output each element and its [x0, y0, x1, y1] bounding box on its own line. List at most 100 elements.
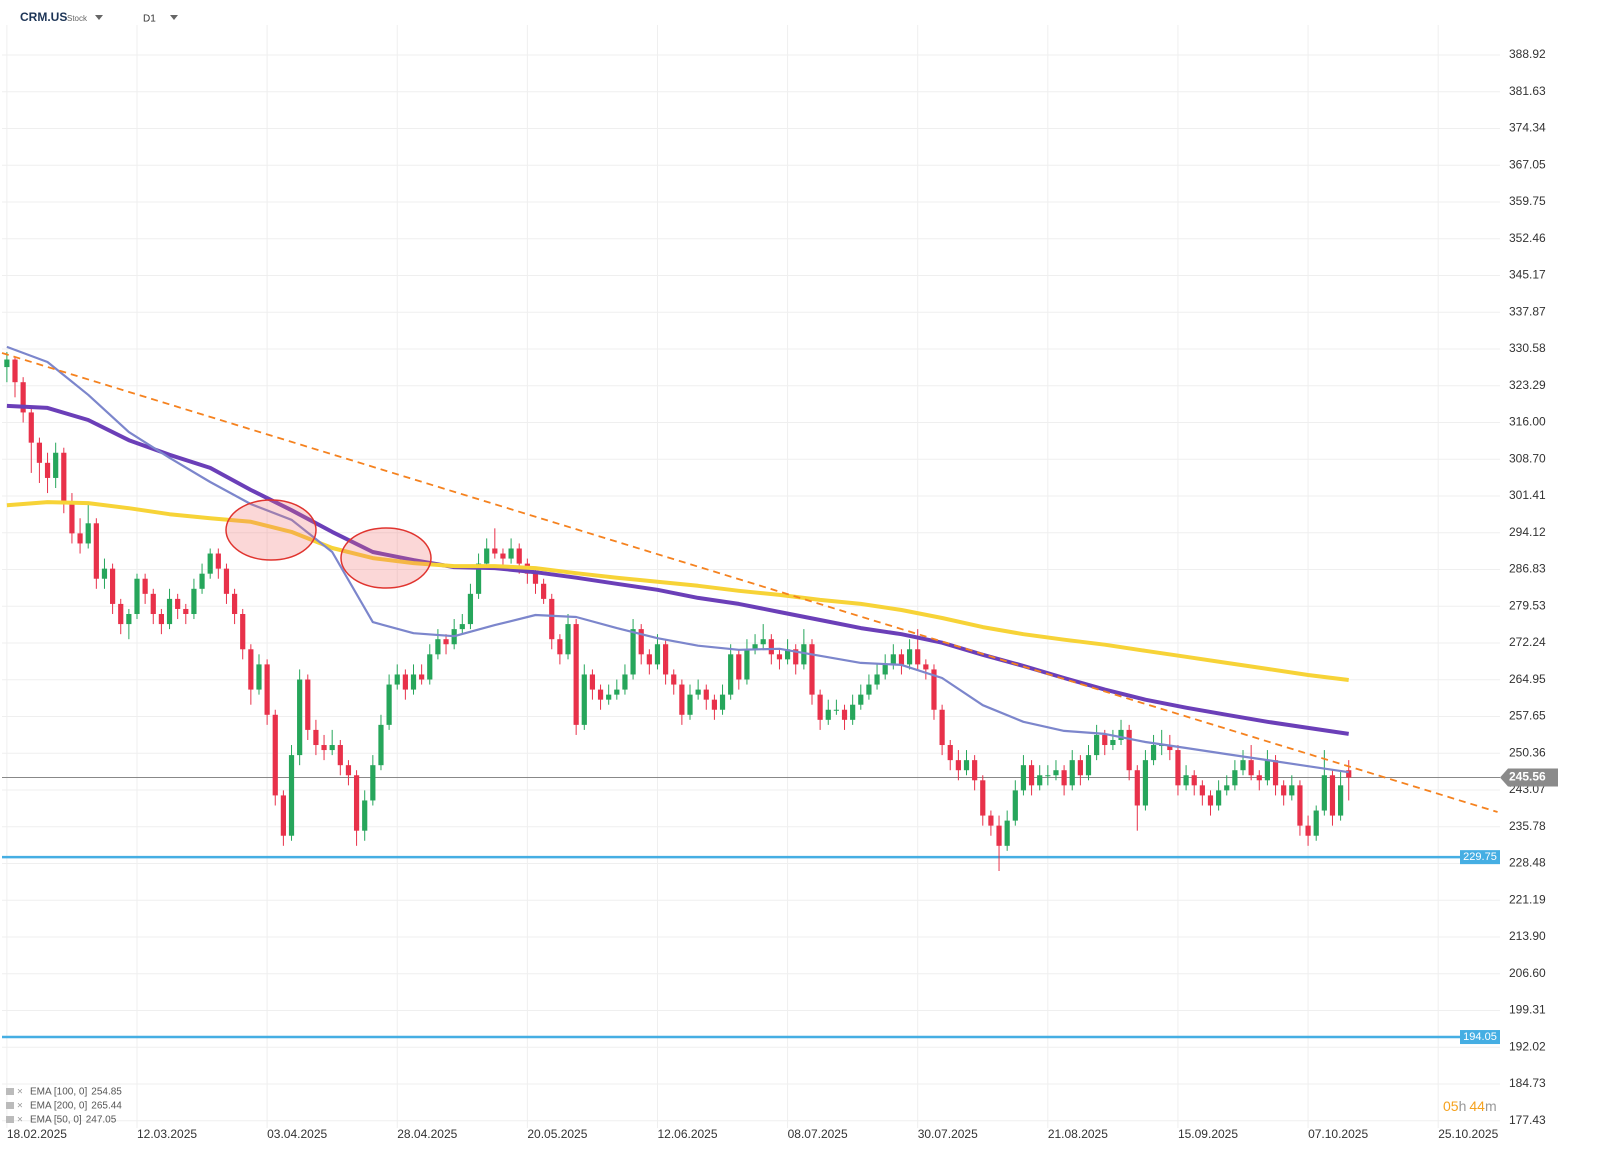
- candle-body: [784, 649, 791, 660]
- candle-body: [1289, 785, 1295, 796]
- x-tick-label: 07.10.2025: [1308, 1127, 1368, 1141]
- timeframe[interactable]: D1: [143, 14, 156, 25]
- candle-body: [841, 709, 848, 720]
- candle-body: [1264, 760, 1271, 781]
- candle-body: [744, 649, 750, 680]
- legend-close: ×: [17, 1101, 23, 1112]
- candle-body: [923, 664, 929, 670]
- candle-body: [1321, 775, 1327, 811]
- candle-body: [1118, 729, 1124, 740]
- timeframe-dropdown[interactable]: [170, 15, 178, 20]
- legend-name: EMA [50, 0]: [30, 1115, 82, 1126]
- x-tick-label: 03.04.2025: [267, 1127, 327, 1141]
- candle-body: [1167, 745, 1173, 751]
- candle-body: [1232, 770, 1238, 786]
- legend-close: ×: [17, 1087, 23, 1098]
- candle-body: [622, 674, 628, 690]
- candle-body: [890, 654, 896, 665]
- x-tick-label: 20.05.2025: [527, 1127, 587, 1141]
- candle-body: [850, 704, 856, 720]
- x-tick-label: 15.09.2025: [1178, 1127, 1238, 1141]
- candle-body: [646, 654, 652, 665]
- candle-body: [1281, 785, 1287, 796]
- highlight-circle: [340, 527, 432, 589]
- candle-body: [386, 684, 392, 725]
- candle-body: [53, 452, 59, 478]
- candle-body: [695, 689, 701, 695]
- candle-body: [1329, 775, 1336, 816]
- candle-body: [1061, 770, 1067, 786]
- symbol-dropdown[interactable]: [95, 15, 103, 20]
- candle-body: [996, 825, 1002, 846]
- candle-body: [191, 588, 197, 615]
- y-tick-label: 367.05: [1509, 157, 1546, 171]
- y-tick-label: 221.19: [1509, 892, 1546, 906]
- candle-body: [1183, 775, 1189, 786]
- y-tick-label: 352.46: [1509, 231, 1546, 245]
- candle-body: [410, 674, 417, 690]
- candle-body: [663, 644, 669, 675]
- countdown-minutes: 44: [1469, 1098, 1485, 1114]
- candle-body: [1020, 765, 1027, 791]
- level-label-box: [1460, 850, 1500, 865]
- candle-body: [955, 760, 961, 771]
- candle-body: [313, 729, 319, 746]
- candle-body: [44, 462, 51, 478]
- y-tick-label: 228.48: [1509, 856, 1546, 870]
- candle-body: [882, 664, 888, 675]
- countdown-unit: h: [1459, 1098, 1467, 1114]
- ema-line: [6, 403, 1349, 736]
- candle-body: [1110, 739, 1116, 746]
- x-tick-label: 28.04.2025: [397, 1127, 457, 1141]
- y-tick-label: 388.92: [1509, 47, 1546, 61]
- candle-body: [557, 639, 563, 655]
- candle-body: [134, 578, 140, 615]
- candle-body: [1338, 785, 1344, 816]
- candle-body: [589, 674, 596, 690]
- candle-body: [61, 452, 67, 504]
- candle-body: [1313, 810, 1319, 836]
- legend-name: EMA [200, 0]: [30, 1101, 87, 1112]
- x-tick-label: 21.08.2025: [1048, 1127, 1108, 1141]
- candle-body: [467, 593, 474, 625]
- symbol[interactable]: CRM.US: [20, 10, 67, 24]
- ema-line: [6, 500, 1349, 682]
- candle-body: [1191, 775, 1197, 786]
- candle-body: [728, 654, 734, 695]
- y-tick-label: 206.60: [1509, 966, 1546, 980]
- candle-body: [638, 629, 644, 655]
- candle-body: [931, 669, 937, 710]
- candle-body: [809, 644, 815, 695]
- candle-body: [1240, 760, 1246, 771]
- candle-body: [833, 709, 839, 711]
- candle-body: [85, 523, 91, 544]
- candle-body: [492, 548, 498, 554]
- candle-body: [435, 639, 441, 655]
- candle-body: [801, 644, 807, 665]
- y-tick-label: 308.70: [1509, 451, 1546, 465]
- y-tick-label: 177.43: [1509, 1113, 1546, 1127]
- candle-body: [175, 598, 181, 609]
- candle-body: [581, 674, 587, 725]
- candle-body: [1224, 785, 1230, 791]
- candle-body: [687, 694, 693, 715]
- candle-body: [118, 603, 124, 625]
- candle-body: [402, 674, 408, 690]
- candle-body: [93, 523, 99, 579]
- candle-body: [1094, 734, 1100, 756]
- candle-body: [1004, 820, 1010, 846]
- candle-body: [858, 694, 864, 705]
- candle-body: [370, 765, 376, 801]
- y-tick-label: 213.90: [1509, 929, 1546, 943]
- level-label: 194.05: [1463, 1031, 1497, 1043]
- candle-body: [1069, 760, 1075, 786]
- candle-body: [1272, 760, 1279, 786]
- x-tick-label: 18.02.2025: [7, 1127, 67, 1141]
- candle-body: [69, 503, 75, 534]
- price-labels: 229.75 194.05 245.56: [1460, 768, 1558, 1045]
- y-tick-label: 199.31: [1509, 1003, 1546, 1017]
- candle-body: [142, 578, 148, 594]
- candle-body: [719, 694, 726, 710]
- candle-body: [898, 654, 905, 665]
- candle-body: [1150, 745, 1157, 761]
